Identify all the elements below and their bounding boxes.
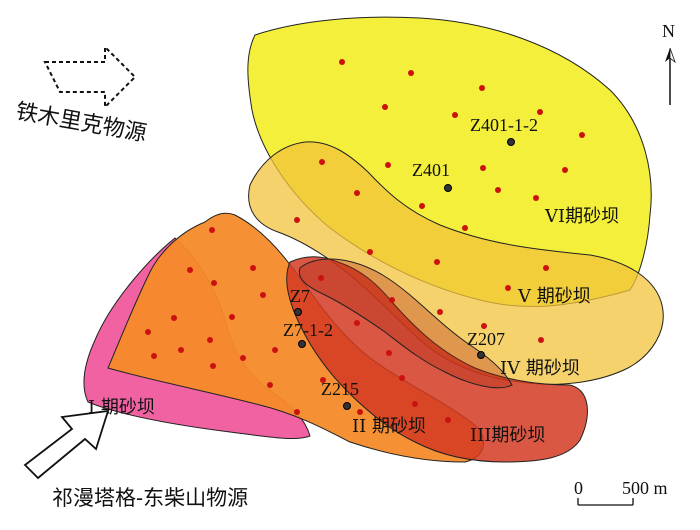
zone-label-V: V 期砂坝 [517, 286, 591, 307]
source-arrow-southwest [23, 409, 110, 480]
well-marker-Z207 [477, 351, 485, 359]
well-label-Z7: Z7 [290, 286, 310, 306]
zone-IV-sandbar [298, 258, 513, 389]
source-label-qimantage: 祁漫塔格-东柴山物源 [52, 486, 248, 510]
source-arrow-northwest [43, 44, 137, 110]
north-label: N [662, 21, 675, 41]
sample-dots [145, 59, 585, 423]
well-marker-Z215 [343, 402, 351, 410]
well-label-Z7-1-2: Z7-1-2 [283, 320, 333, 340]
source-label-tiemulike: 铁木里克物源 [14, 99, 148, 147]
well-marker-Z7 [294, 308, 302, 316]
zone-III-sandbar [286, 256, 588, 463]
zone-label-VI: VI期砂坝 [544, 206, 619, 227]
well-label-Z215: Z215 [321, 379, 359, 399]
zone-label-III: III期砂坝 [470, 425, 545, 446]
zone-label-IV: IV 期砂坝 [500, 358, 580, 379]
well-label-Z207: Z207 [467, 329, 505, 349]
well-marker-Z401-1-2 [507, 138, 515, 146]
well-marker-Z7-1-2 [298, 340, 306, 348]
well-label-Z401: Z401 [412, 160, 450, 180]
well-label-Z401-1-2: Z401-1-2 [470, 115, 538, 135]
scale-zero: 0 [574, 478, 583, 498]
zone-label-II: II 期砂坝 [352, 416, 426, 437]
scale-distance: 500 m [622, 478, 668, 498]
well-markers [294, 138, 515, 410]
scale-bar: 0 500 m [574, 478, 668, 506]
well-marker-Z401 [444, 184, 452, 192]
north-arrow: N [662, 21, 676, 105]
